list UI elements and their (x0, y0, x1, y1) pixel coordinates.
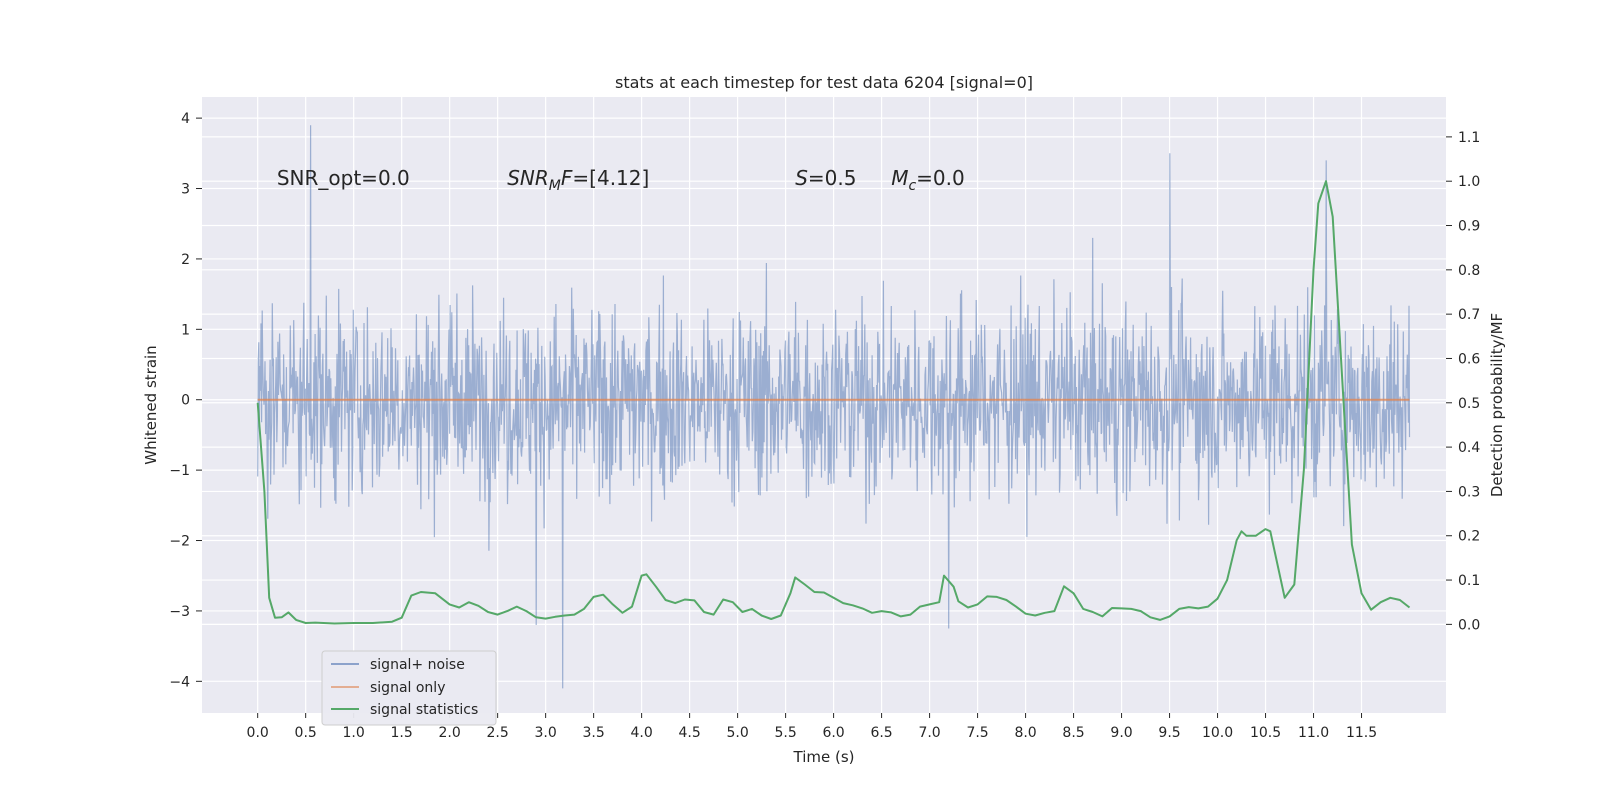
y2-tick-label: 0.2 (1458, 529, 1480, 545)
x-axis-ticks: 0.0 0.5 1.0 1.5 2.0 2.5 3.0 3.5 4.0 4.5 5.0 5.5 6.0 6… (247, 713, 1377, 741)
x-tick-label: 2.5 (487, 725, 509, 741)
y-tick-label: 2 (181, 252, 190, 268)
y2-tick-label: 0.9 (1458, 219, 1480, 235)
y2-tick-label: 0.6 (1458, 351, 1480, 367)
y2-tick-label: 0.7 (1458, 307, 1480, 323)
legend: signal+ noise signal only signal statist… (321, 650, 497, 726)
y-tick-label: 4 (181, 111, 190, 127)
x-tick-label: 7.5 (966, 725, 988, 741)
x-tick-label: 11.0 (1298, 725, 1329, 741)
x-tick-label: 10.0 (1202, 725, 1233, 741)
x-tick-label: 4.5 (678, 725, 700, 741)
y2-tick-label: 1.1 (1458, 130, 1480, 146)
y2-tick-label: 1.0 (1458, 174, 1480, 190)
x-tick-label: 1.5 (391, 725, 413, 741)
y-tick-label: −4 (169, 674, 190, 690)
signal-statistics-line (256, 180, 1411, 625)
x-tick-label: 6.5 (870, 725, 892, 741)
y2-tick-label: 0.3 (1458, 484, 1480, 500)
x-tick-label: 3.5 (582, 725, 604, 741)
x-tick-label: 5.5 (774, 725, 796, 741)
annotation-label: S=0.5 (795, 166, 856, 190)
x-tick-label: 8.0 (1014, 725, 1036, 741)
chart-title: stats at each timestep for test data 620… (615, 73, 1033, 92)
x-tick-label: 9.0 (1110, 725, 1132, 741)
annotation-label: SNR_opt=0.0 (277, 166, 410, 190)
x-axis-label: Time (s) (793, 748, 855, 766)
annotations: SNR_opt=0.0 SNRMF=[4.12] S=0.5 Mc=0.0 (277, 166, 965, 194)
x-tick-label: 7.0 (918, 725, 940, 741)
y2-axis-ticks: 0.0 0.1 0.2 0.3 0.4 0.5 0.6 0.7 0.8 0.9 1.0 1.1 (1446, 130, 1480, 633)
y-tick-label: 0 (181, 393, 190, 409)
x-tick-label: 11.5 (1346, 725, 1377, 741)
x-tick-label: 4.0 (630, 725, 652, 741)
y-tick-label: −3 (169, 604, 190, 620)
legend-box (321, 650, 497, 726)
y-tick-label: −2 (169, 534, 190, 550)
y-tick-label: −1 (169, 463, 190, 479)
y-axis-ticks: −4 −3 −2 −1 0 1 2 3 4 (169, 111, 202, 690)
annotation-label: SNRMF=[4.12] (507, 166, 649, 194)
x-tick-label: 1.0 (343, 725, 365, 741)
x-tick-label: 6.0 (822, 725, 844, 741)
y-tick-label: 3 (181, 182, 190, 198)
annotation-label: Mc=0.0 (891, 166, 965, 194)
legend-label-signal-plus-noise: signal+ noise (370, 657, 465, 673)
signal-plus-noise-line (257, 125, 1411, 689)
y2-axis-label: Detection probability/MF (1488, 313, 1506, 497)
x-tick-label: 0.0 (247, 725, 269, 741)
y2-tick-label: 0.4 (1458, 440, 1480, 456)
x-tick-label: 3.0 (535, 725, 557, 741)
x-tick-label: 10.5 (1250, 725, 1281, 741)
x-tick-label: 5.0 (726, 725, 748, 741)
y2-tick-label: 0.8 (1458, 263, 1480, 279)
series-signal-statistics (256, 180, 1411, 625)
x-tick-label: 9.5 (1158, 725, 1180, 741)
y-tick-label: 1 (181, 322, 190, 338)
x-tick-label: 8.5 (1062, 725, 1084, 741)
x-tick-label: 2.0 (439, 725, 461, 741)
legend-label-signal-only: signal only (370, 680, 445, 696)
x-tick-label: 0.5 (295, 725, 317, 741)
legend-label-signal-statistics: signal statistics (370, 702, 478, 718)
y-axis-label: Whitened strain (142, 345, 160, 464)
series-signal-plus-noise (257, 125, 1411, 689)
y2-tick-label: 0.0 (1458, 617, 1480, 633)
y2-tick-label: 0.5 (1458, 396, 1480, 412)
y2-tick-label: 0.1 (1458, 573, 1480, 589)
